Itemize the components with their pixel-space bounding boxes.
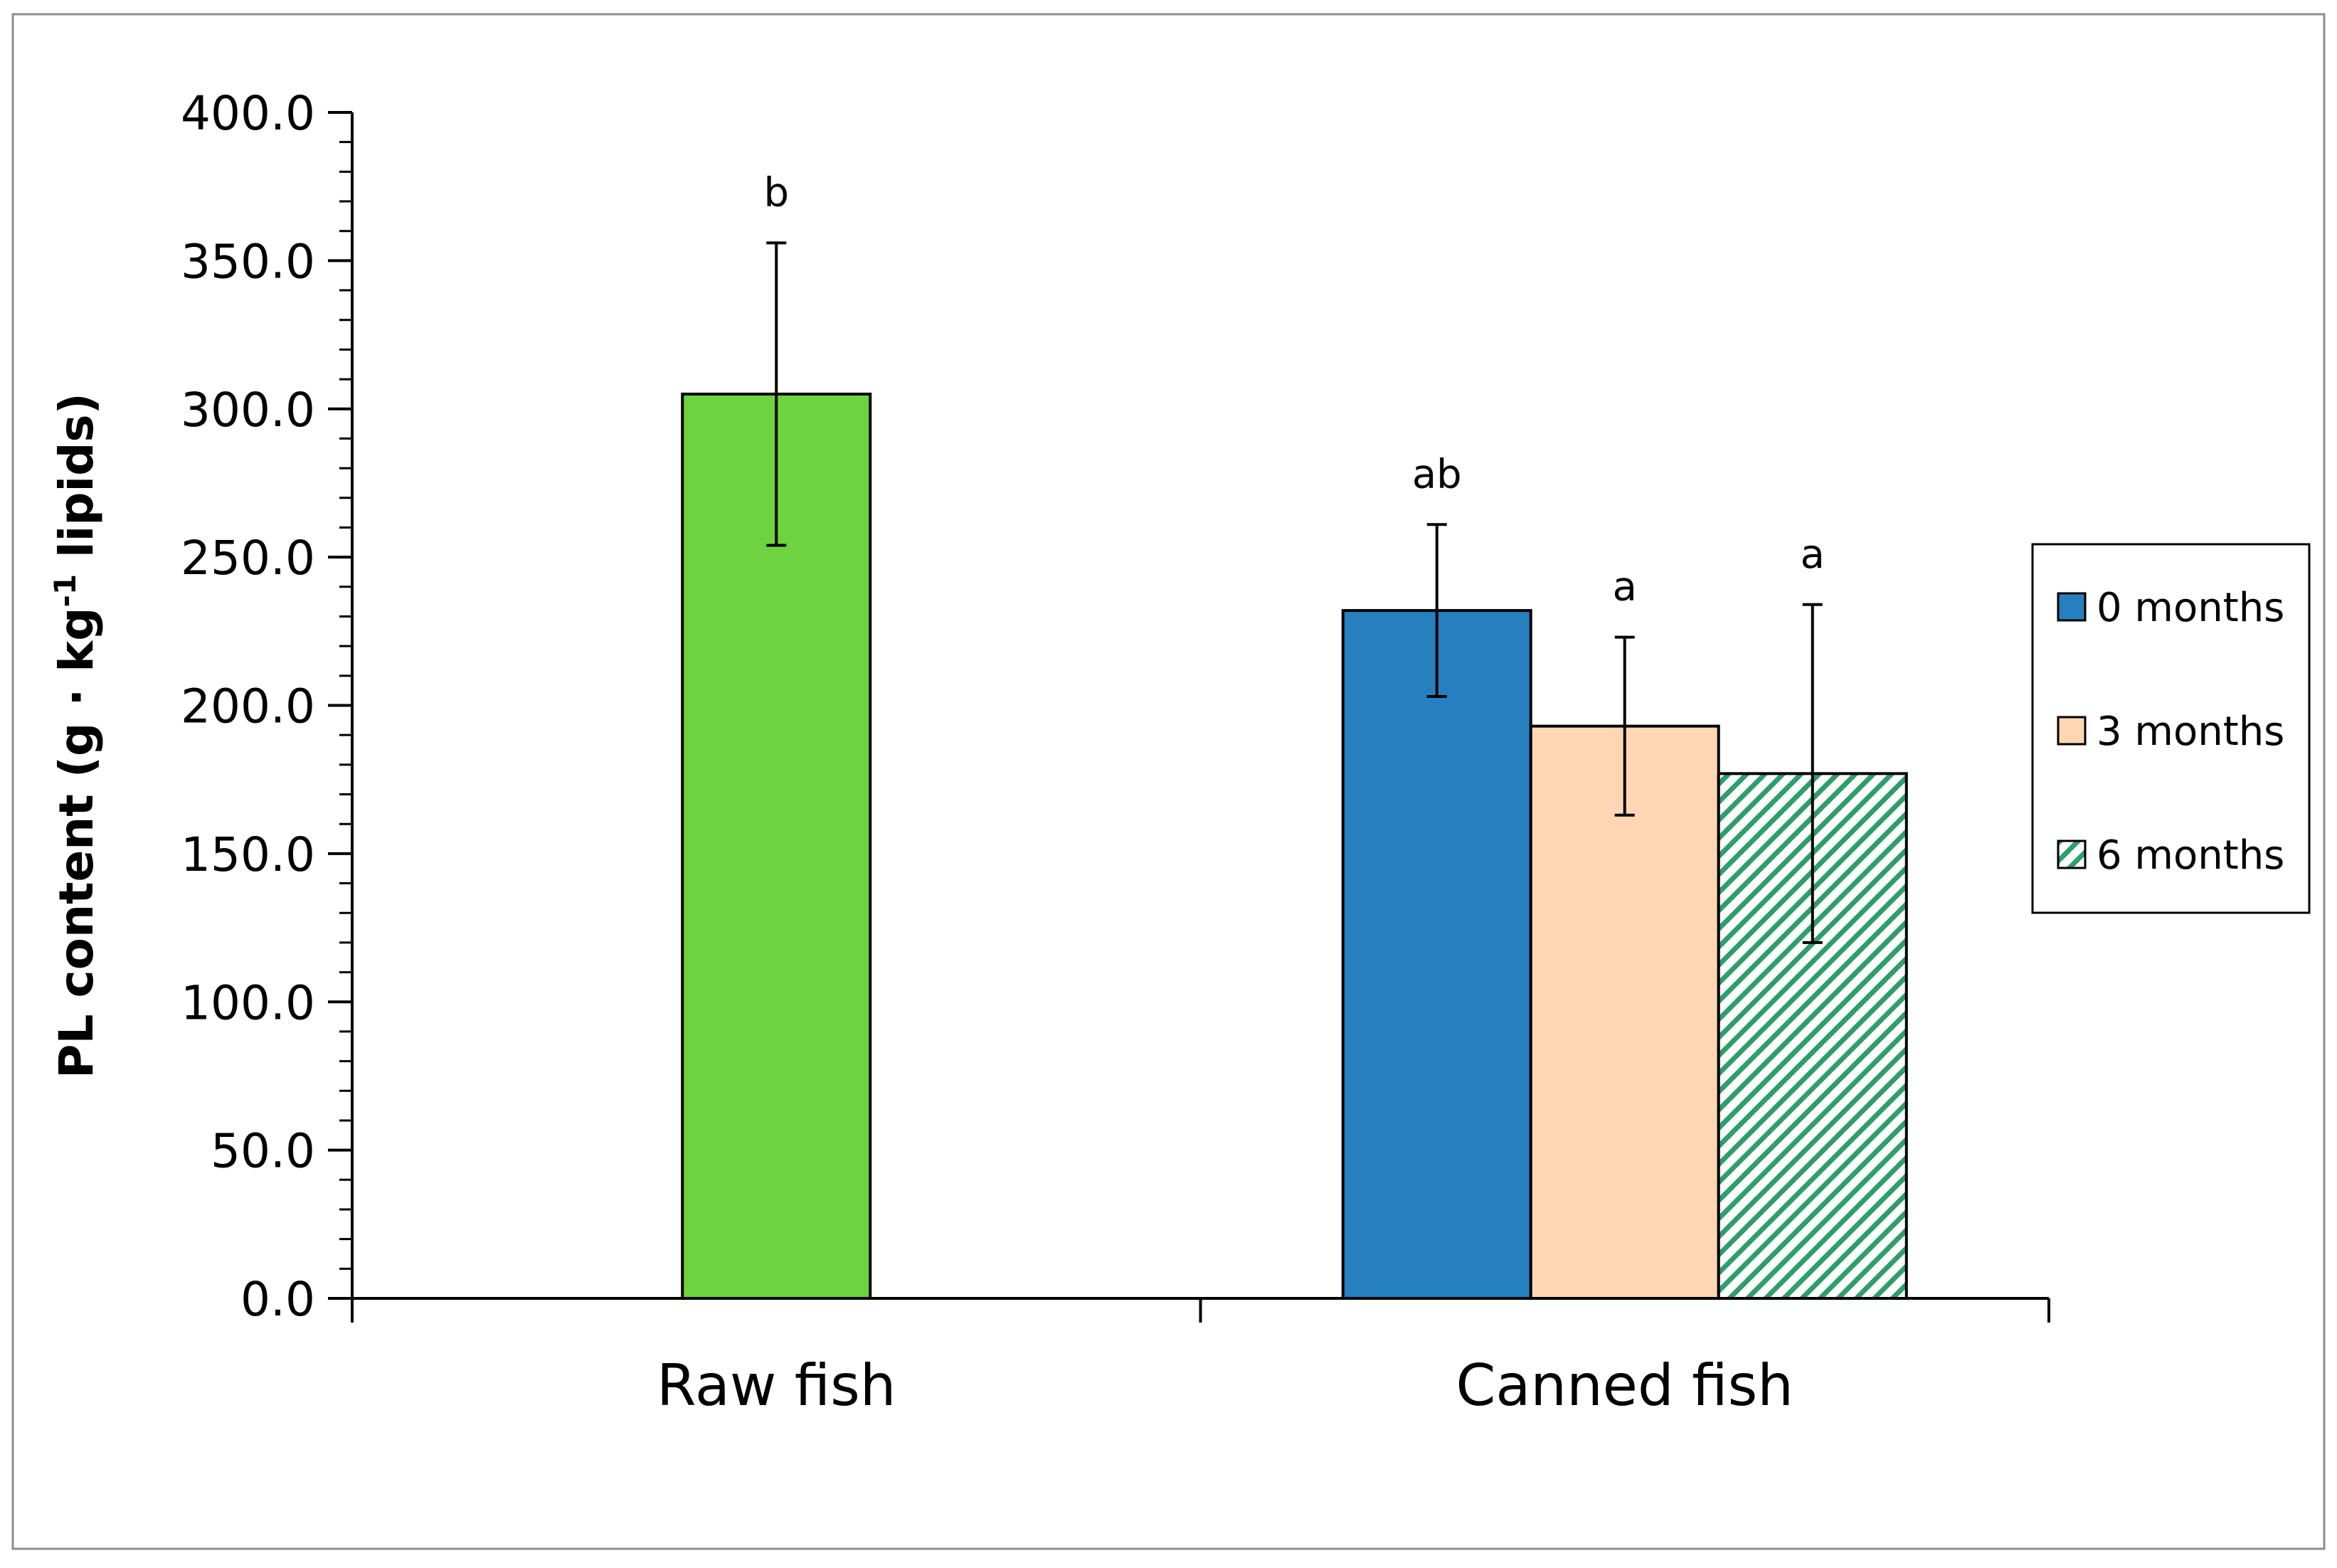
legend-label: 0 months [2097,585,2284,631]
x-category-label: Raw fish [657,1352,896,1419]
bar [1341,609,1532,1300]
y-axis-label-main: PL content (g · kg [49,608,104,1079]
y-tick-label: 200.0 [181,679,315,734]
significance-label: b [763,169,789,216]
x-category-label: Canned fish [1456,1352,1794,1419]
legend-swatch [2057,839,2087,869]
legend: 0 months 3 months 6 months [2031,543,2311,914]
plot-area: 0.0 50.0 100.0 150.0 200.0 250.0 300.0 350.0 400… [181,86,2050,1419]
y-axis-label-superscript: -1 [48,574,83,608]
y-tick-label: 400.0 [181,86,315,141]
y-tick-label: 250.0 [181,531,315,586]
y-tick-label: 350.0 [181,234,315,289]
significance-label: ab [1412,451,1462,497]
y-axis-label-unit: lipids) [49,393,104,574]
legend-swatch [2057,592,2087,622]
legend-swatch [2057,716,2087,746]
significance-label: a [1613,564,1637,610]
y-axis-label: PL content (g · kg-1 lipids) [48,393,105,1079]
chart-frame [11,13,2326,1550]
y-tick-label: 150.0 [181,827,315,882]
legend-label: 6 months [2097,832,2284,879]
y-tick-label: 100.0 [181,975,315,1030]
legend-label: 3 months [2097,709,2284,755]
y-tick-label: 300.0 [181,383,315,438]
y-tick-label: 0.0 [240,1272,315,1327]
significance-label: a [1801,531,1825,578]
y-tick-label: 50.0 [211,1124,315,1179]
